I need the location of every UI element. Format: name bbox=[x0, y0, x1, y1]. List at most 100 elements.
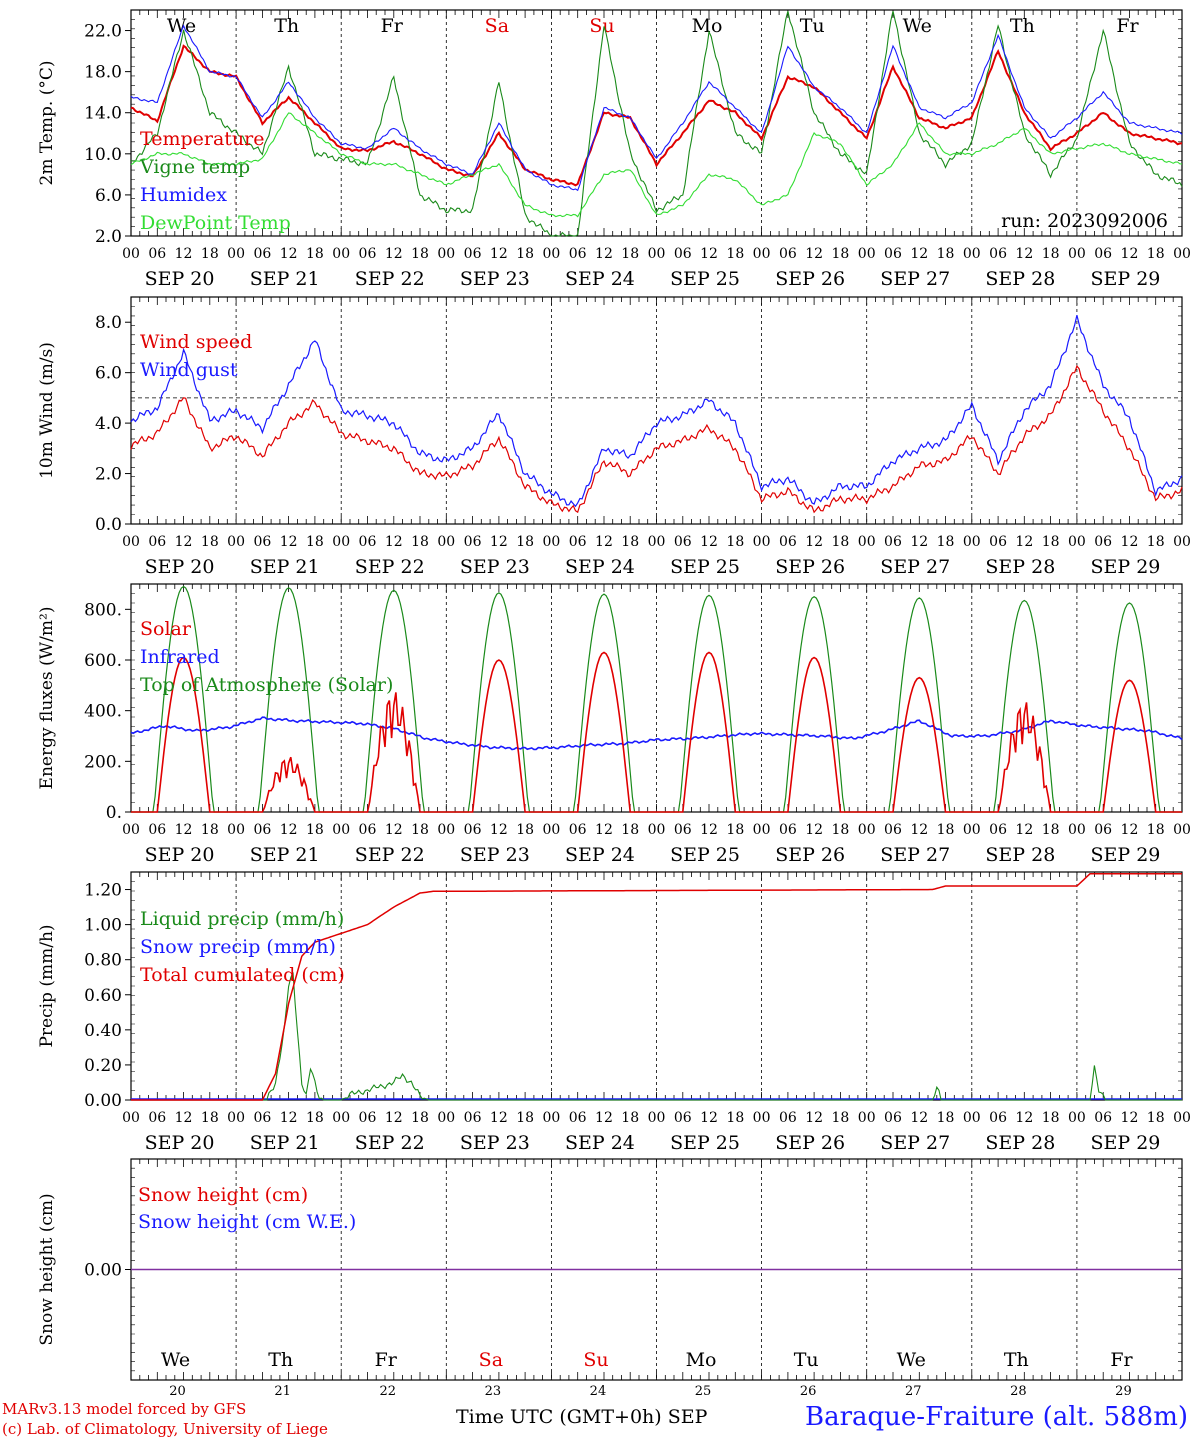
y-tick-label-3-5: 1.00 bbox=[84, 916, 122, 936]
hour-label-0-48: 00 bbox=[332, 246, 350, 262]
hour-label-3-66: 18 bbox=[411, 1110, 429, 1126]
hour-label-3-138: 18 bbox=[726, 1110, 744, 1126]
day-number-7: 27 bbox=[905, 1384, 922, 1399]
date-label-3-7: SEP 27 bbox=[880, 1132, 950, 1154]
hour-label-0-234: 18 bbox=[1147, 246, 1165, 262]
date-label-1-0: SEP 20 bbox=[145, 556, 215, 578]
hour-label-0-66: 18 bbox=[411, 246, 429, 262]
hour-label-2-216: 00 bbox=[1068, 822, 1086, 838]
date-label-1-1: SEP 21 bbox=[250, 556, 320, 578]
y-tick-label-1-0: 0.0 bbox=[95, 515, 122, 535]
hour-label-0-126: 06 bbox=[674, 246, 692, 262]
hour-label-3-54: 06 bbox=[359, 1110, 377, 1126]
day-number-8: 28 bbox=[1010, 1384, 1027, 1399]
hour-label-3-108: 12 bbox=[595, 1110, 613, 1126]
day-label-bottom-8: Th bbox=[1004, 1349, 1029, 1371]
hour-label-3-78: 06 bbox=[464, 1110, 482, 1126]
hour-label-2-204: 12 bbox=[1015, 822, 1033, 838]
hour-label-2-144: 00 bbox=[753, 822, 771, 838]
date-label-2-0: SEP 20 bbox=[145, 844, 215, 866]
day-separators-1 bbox=[235, 297, 1078, 524]
day-label-top-4: Su bbox=[589, 15, 614, 37]
series-line-2-solar bbox=[131, 651, 1182, 813]
hour-label-1-6: 06 bbox=[148, 534, 166, 550]
legend-3-1: Snow precip (mm/h) bbox=[140, 936, 336, 958]
hour-label-1-240: 00 bbox=[1173, 534, 1191, 550]
hour-label-3-192: 00 bbox=[963, 1110, 981, 1126]
hour-label-1-42: 18 bbox=[306, 534, 324, 550]
date-label-3-6: SEP 26 bbox=[775, 1132, 845, 1154]
hour-label-2-96: 00 bbox=[542, 822, 560, 838]
hour-label-3-204: 12 bbox=[1015, 1110, 1033, 1126]
y-axis-label-2: Energy fluxes (W/m²) bbox=[37, 607, 57, 790]
y-tick-label-1-4: 8.0 bbox=[95, 313, 122, 333]
hour-label-2-234: 18 bbox=[1147, 822, 1165, 838]
legend-1-0: Wind speed bbox=[140, 331, 252, 353]
hour-label-1-150: 06 bbox=[779, 534, 797, 550]
hour-label-2-114: 18 bbox=[621, 822, 639, 838]
y-tick-label-0-3: 14.0 bbox=[84, 104, 122, 124]
hour-label-1-174: 06 bbox=[884, 534, 902, 550]
hour-label-3-234: 18 bbox=[1147, 1110, 1165, 1126]
hour-label-1-114: 18 bbox=[621, 534, 639, 550]
meteogram: 2.0 6.0 10.0 14.0 18.0 22.0 2m Temp. (°C) 00 06 1… bbox=[37, 9, 1191, 1399]
hour-label-0-102: 06 bbox=[569, 246, 587, 262]
day-label-top-0: We bbox=[167, 15, 196, 37]
hour-label-1-102: 06 bbox=[569, 534, 587, 550]
hour-label-0-108: 12 bbox=[595, 246, 613, 262]
time-label: Time UTC (GMT+0h) bbox=[456, 1406, 662, 1428]
hour-label-2-228: 12 bbox=[1121, 822, 1139, 838]
date-label-3-8: SEP 28 bbox=[985, 1132, 1055, 1154]
hour-label-0-36: 12 bbox=[280, 246, 298, 262]
day-separators-3 bbox=[235, 872, 1078, 1100]
hour-label-2-78: 06 bbox=[464, 822, 482, 838]
day-label-top-9: Fr bbox=[1116, 15, 1139, 37]
hour-label-3-84: 12 bbox=[490, 1110, 508, 1126]
hour-label-3-36: 12 bbox=[280, 1110, 298, 1126]
hour-label-3-198: 06 bbox=[989, 1110, 1007, 1126]
y-tick-label-2-4: 800. bbox=[84, 600, 122, 620]
hour-label-1-156: 12 bbox=[805, 534, 823, 550]
date-label-0-8: SEP 28 bbox=[985, 268, 1055, 290]
hour-label-0-168: 00 bbox=[858, 246, 876, 262]
hour-label-1-54: 06 bbox=[359, 534, 377, 550]
hour-label-1-72: 00 bbox=[437, 534, 455, 550]
hour-label-1-96: 00 bbox=[542, 534, 560, 550]
hour-label-2-90: 18 bbox=[516, 822, 534, 838]
hour-label-3-120: 00 bbox=[648, 1110, 666, 1126]
date-label-3-9: SEP 29 bbox=[1091, 1132, 1161, 1154]
hour-label-0-150: 06 bbox=[779, 246, 797, 262]
hour-label-1-24: 00 bbox=[227, 534, 245, 550]
date-label-2-7: SEP 27 bbox=[880, 844, 950, 866]
day-label-top-2: Fr bbox=[381, 15, 404, 37]
legend-3-0: Liquid precip (mm/h) bbox=[140, 908, 344, 930]
hour-label-3-162: 18 bbox=[832, 1110, 850, 1126]
hour-label-2-180: 12 bbox=[910, 822, 928, 838]
date-label-1-6: SEP 26 bbox=[775, 556, 845, 578]
date-label-0-5: SEP 25 bbox=[670, 268, 740, 290]
hour-label-3-42: 18 bbox=[306, 1110, 324, 1126]
lab-credit: (c) Lab. of Climatology, University of L… bbox=[2, 1420, 328, 1438]
date-label-3-3: SEP 23 bbox=[460, 1132, 530, 1154]
day-label-bottom-3: Sa bbox=[479, 1349, 503, 1371]
y-axis-label-3: Precip (mm/h) bbox=[37, 924, 57, 1047]
hour-label-0-210: 18 bbox=[1042, 246, 1060, 262]
hour-label-0-138: 18 bbox=[726, 246, 744, 262]
legend-0-3: DewPoint Temp bbox=[140, 212, 291, 234]
legend-0-2: Humidex bbox=[140, 184, 227, 206]
hour-label-2-6: 06 bbox=[148, 822, 166, 838]
hour-label-2-156: 12 bbox=[805, 822, 823, 838]
day-number-0: 20 bbox=[169, 1384, 186, 1399]
legend-4-0: Snow height (cm) bbox=[138, 1184, 308, 1206]
hour-label-2-126: 06 bbox=[674, 822, 692, 838]
date-label-1-9: SEP 29 bbox=[1091, 556, 1161, 578]
hour-label-3-174: 06 bbox=[884, 1110, 902, 1126]
legend-2-2: Top of Atmosphere (Solar) bbox=[140, 674, 393, 696]
y-minor-ticks-3 bbox=[131, 871, 1182, 1101]
y-minor-ticks-4 bbox=[131, 1158, 1182, 1381]
hour-label-2-210: 18 bbox=[1042, 822, 1060, 838]
series-line-0-2 bbox=[130, 24, 1183, 192]
hour-label-3-6: 06 bbox=[148, 1110, 166, 1126]
hour-label-2-30: 06 bbox=[253, 822, 271, 838]
hour-label-3-150: 06 bbox=[779, 1110, 797, 1126]
